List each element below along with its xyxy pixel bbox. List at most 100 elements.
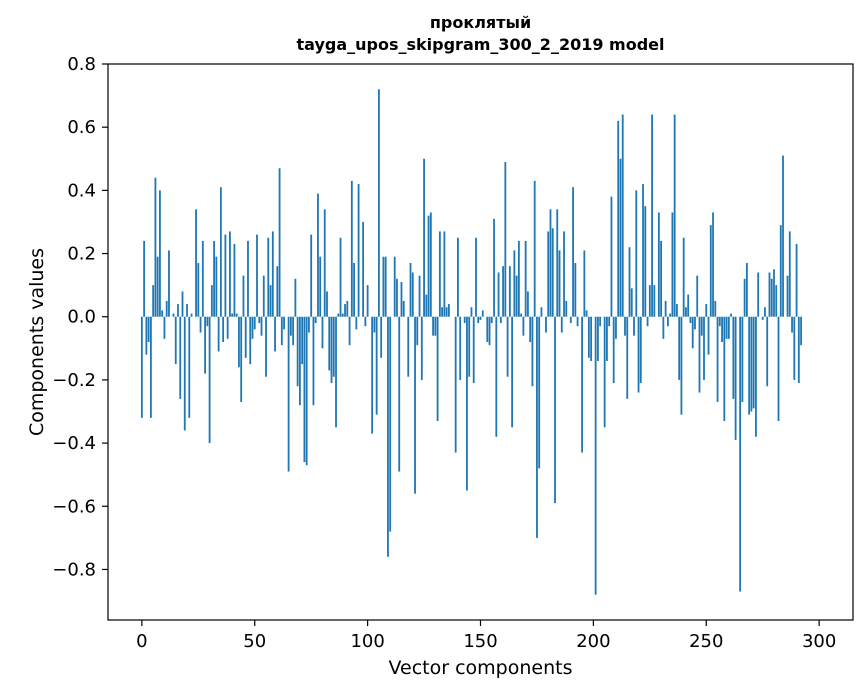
bar-166 bbox=[515, 275, 518, 317]
bar-291 bbox=[797, 316, 800, 384]
bar-54 bbox=[262, 275, 265, 317]
bar-180 bbox=[547, 231, 550, 317]
bar-42 bbox=[235, 313, 238, 317]
bar-149 bbox=[477, 316, 480, 324]
bar-85 bbox=[332, 316, 335, 377]
bar-201 bbox=[594, 316, 597, 595]
bar-254 bbox=[714, 300, 717, 317]
bar-146 bbox=[470, 307, 473, 317]
bar-250 bbox=[705, 304, 708, 317]
x-tick-label: 150 bbox=[463, 631, 497, 652]
bar-68 bbox=[294, 278, 297, 317]
bar-25 bbox=[197, 263, 200, 317]
bar-32 bbox=[213, 240, 216, 317]
bar-212 bbox=[619, 158, 622, 317]
bar-8 bbox=[159, 190, 161, 317]
bar-226 bbox=[651, 114, 653, 317]
bar-65 bbox=[287, 316, 290, 472]
y-tick-label: −0.6 bbox=[52, 496, 96, 517]
bar-163 bbox=[508, 266, 511, 317]
bar-18 bbox=[181, 291, 184, 317]
bar-59 bbox=[274, 316, 276, 352]
bar-172 bbox=[529, 316, 532, 342]
bar-279 bbox=[770, 278, 773, 317]
x-axis-label: Vector components bbox=[388, 657, 573, 679]
bar-69 bbox=[296, 316, 299, 387]
bar-214 bbox=[624, 316, 626, 336]
bar-124 bbox=[420, 316, 423, 380]
bar-118 bbox=[407, 316, 410, 377]
bar-203 bbox=[599, 316, 602, 327]
x-tick-label: 100 bbox=[350, 631, 384, 652]
bar-257 bbox=[721, 316, 723, 342]
bar-240 bbox=[682, 237, 685, 317]
bar-10 bbox=[163, 316, 166, 339]
bar-39 bbox=[229, 231, 231, 317]
bar-144 bbox=[466, 316, 468, 491]
bar-86 bbox=[335, 316, 337, 428]
bar-207 bbox=[608, 316, 611, 327]
bar-132 bbox=[438, 231, 441, 317]
bar-5 bbox=[152, 285, 155, 317]
bar-179 bbox=[545, 316, 547, 333]
bar-218 bbox=[633, 316, 635, 336]
bar-283 bbox=[779, 225, 782, 317]
bar-202 bbox=[596, 316, 599, 361]
bar-77 bbox=[314, 316, 317, 324]
bar-116 bbox=[402, 300, 405, 317]
bar-99 bbox=[364, 316, 367, 327]
bar-272 bbox=[755, 316, 757, 437]
bar-249 bbox=[703, 316, 705, 380]
bar-80 bbox=[321, 316, 324, 349]
bar-190 bbox=[569, 316, 572, 324]
bar-173 bbox=[531, 316, 534, 387]
bar-119 bbox=[409, 263, 412, 317]
bar-43 bbox=[238, 316, 240, 368]
bar-72 bbox=[303, 316, 306, 463]
x-tick-label: 250 bbox=[689, 631, 723, 652]
bar-239 bbox=[680, 316, 683, 415]
bar-230 bbox=[660, 240, 663, 317]
bar-234 bbox=[669, 313, 672, 317]
bar-187 bbox=[563, 231, 565, 317]
bar-242 bbox=[687, 294, 690, 317]
bar-98 bbox=[362, 221, 365, 317]
bar-269 bbox=[748, 316, 751, 415]
bar-74 bbox=[308, 316, 310, 333]
bar-206 bbox=[606, 316, 608, 361]
bar-261 bbox=[730, 313, 732, 317]
bar-208 bbox=[610, 196, 613, 317]
bar-186 bbox=[560, 316, 563, 333]
bar-244 bbox=[691, 316, 694, 349]
bar-127 bbox=[427, 215, 430, 317]
bar-170 bbox=[524, 240, 527, 317]
bar-171 bbox=[527, 291, 529, 317]
bar-121 bbox=[414, 316, 416, 494]
bar-57 bbox=[269, 285, 272, 317]
bar-73 bbox=[305, 316, 308, 466]
bar-220 bbox=[637, 316, 640, 393]
bar-120 bbox=[411, 272, 414, 317]
bar-31 bbox=[210, 285, 213, 317]
bar-165 bbox=[513, 250, 516, 317]
bar-136 bbox=[447, 304, 450, 317]
bar-12 bbox=[168, 250, 170, 317]
bar-237 bbox=[676, 304, 678, 317]
bar-1 bbox=[143, 240, 146, 317]
bar-26 bbox=[199, 316, 202, 333]
bar-71 bbox=[301, 316, 304, 365]
bar-197 bbox=[585, 310, 588, 317]
bar-107 bbox=[382, 256, 385, 317]
bar-75 bbox=[310, 234, 313, 317]
bar-195 bbox=[581, 316, 583, 453]
bar-51 bbox=[256, 234, 258, 317]
bar-168 bbox=[520, 313, 523, 317]
y-tick-label: 0.6 bbox=[67, 117, 96, 138]
bar-164 bbox=[511, 316, 514, 428]
bar-267 bbox=[743, 278, 746, 317]
bar-147 bbox=[472, 316, 475, 384]
bar-196 bbox=[583, 250, 586, 317]
y-axis: 0.8 0.6 0.4 0.2 0.0 −0.2 −0.4 −0.6 −0.8 bbox=[52, 54, 108, 580]
bar-92 bbox=[348, 316, 351, 346]
bar-281 bbox=[775, 285, 778, 317]
